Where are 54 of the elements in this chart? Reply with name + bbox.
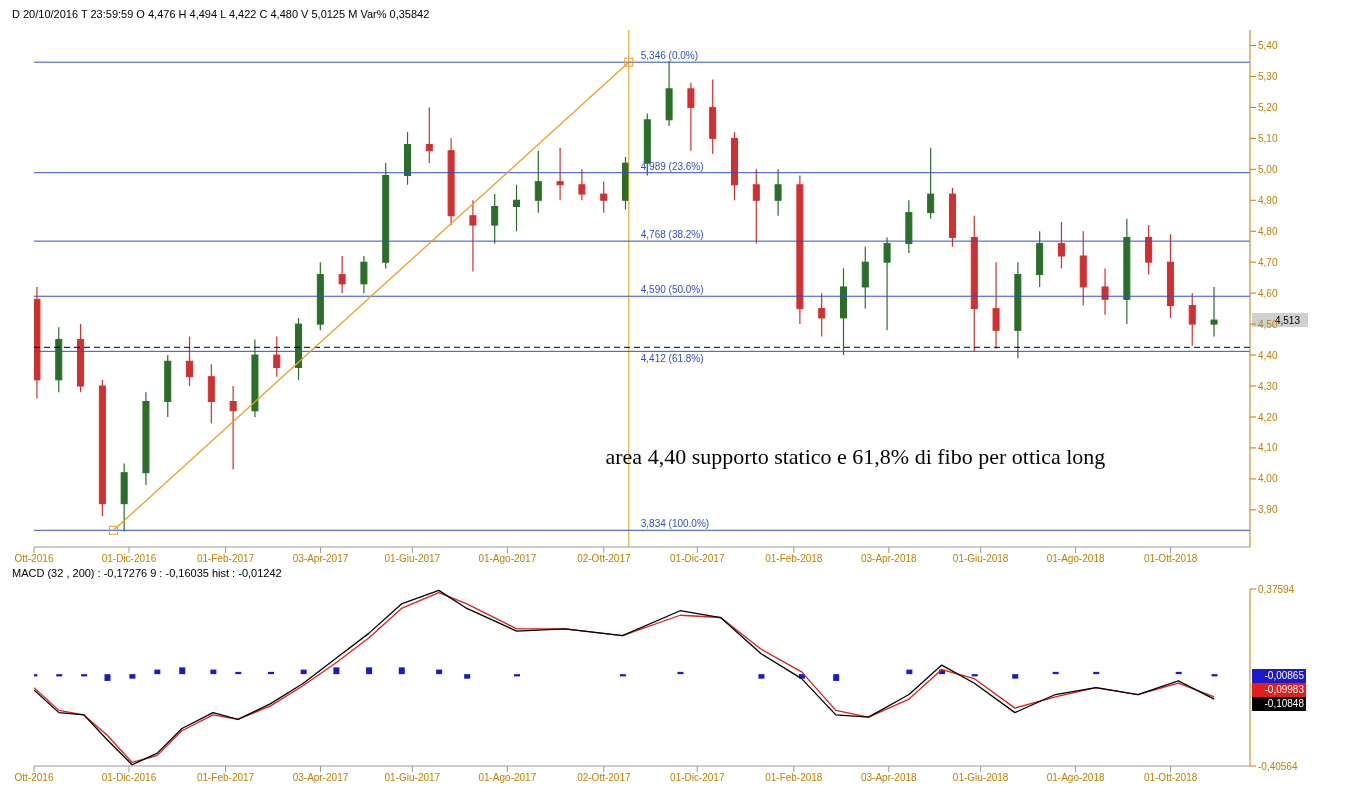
y-tick-label: 4,30: [1258, 380, 1278, 392]
text: -0,10848: [1252, 696, 1306, 711]
y-tick-label: 4,80: [1258, 225, 1278, 237]
x-tick-label: 01-Giu-2017: [384, 553, 441, 565]
y-tick-label: 5,20: [1258, 101, 1278, 113]
x-tick-label: 01-Feb-2018: [765, 553, 823, 565]
y-tick-label: 4,70: [1258, 256, 1278, 268]
x-tick-label: 01-Feb-2017: [196, 553, 255, 565]
x-tick-label: 03-Apr-2017: [292, 772, 349, 784]
ref-line-label: 4,412 (61.8%): [640, 353, 704, 365]
x-tick-label: 01-Ott-2018: [1143, 772, 1198, 784]
y-tick-label: 5,00: [1258, 163, 1278, 175]
x-tick-label: 01-Dic-2017: [670, 772, 725, 784]
chart-subtitle: MACD (32 , 200) : -0,17276 9 : -0,16035 hist : -0,01242: [11, 567, 283, 581]
y-tick-label: 5,10: [1258, 132, 1278, 144]
text: 4,513: [1274, 315, 1301, 327]
x-tick-label: 01-Ago-2017: [478, 772, 537, 784]
x-tick-label: 01-Giu-2018: [952, 772, 1009, 784]
x-tick-label: 02-Ott-2017: [577, 772, 631, 784]
ref-line-label: 4,590 (50.0%): [640, 284, 704, 296]
x-tick-label: 03-Apr-2018: [860, 772, 918, 784]
x-tick-label: 03-Apr-2018: [860, 553, 918, 565]
x-tick-label: Ott-2016: [14, 772, 54, 784]
x-tick-label: 01-Ago-2018: [1046, 772, 1105, 784]
x-tick-label: 01-Giu-2018: [952, 553, 1009, 565]
y-tick-label: 4,40: [1258, 349, 1278, 361]
x-tick-label: 01-Ago-2018: [1046, 553, 1105, 565]
x-tick-label: 01-Ott-2018: [1143, 553, 1198, 565]
text: -0,00865: [1252, 668, 1306, 683]
ref-line-label: 5,346 (0.0%): [640, 50, 699, 62]
y-tick-label: 5,30: [1258, 70, 1278, 82]
y-tick-label: 3,90: [1258, 504, 1278, 516]
x-tick-label: 03-Apr-2017: [292, 553, 349, 565]
x-tick-label: 01-Dic-2016: [101, 772, 157, 784]
x-tick-label: 01-Dic-2017: [670, 553, 725, 565]
y-tick-label: 4,10: [1258, 442, 1278, 454]
x-tick-label: 01-Feb-2017: [196, 772, 255, 784]
x-tick-label: 01-Giu-2017: [384, 772, 441, 784]
y-tick-label: 4,60: [1258, 287, 1278, 299]
x-tick-label: 02-Ott-2017: [577, 553, 631, 565]
y-tick-label: 4,00: [1258, 473, 1278, 485]
y-tick-label: -0,40564: [1258, 760, 1298, 772]
x-tick-label: Ott-2016: [14, 553, 54, 565]
ref-line-label: 3,834 (100.0%): [640, 518, 710, 530]
y-tick-label: 0,37594: [1258, 583, 1295, 595]
x-tick-label: 01-Feb-2018: [765, 772, 823, 784]
text: -0,09983: [1252, 682, 1306, 697]
y-tick-label: 4,20: [1258, 411, 1278, 423]
x-tick-label: 01-Dic-2016: [101, 553, 157, 565]
chart-subtitle: D 20/10/2016 T 23:59:59 O 4,476 H 4,494 L 4,422 C 4,480 V 5,0125 M Var% 0,35842: [11, 8, 431, 22]
y-tick-label: 5,40: [1258, 40, 1278, 52]
ref-line-label: 4,768 (38.2%): [640, 229, 704, 241]
x-tick-label: 01-Ago-2017: [478, 553, 537, 565]
y-tick-label: 4,90: [1258, 194, 1278, 206]
